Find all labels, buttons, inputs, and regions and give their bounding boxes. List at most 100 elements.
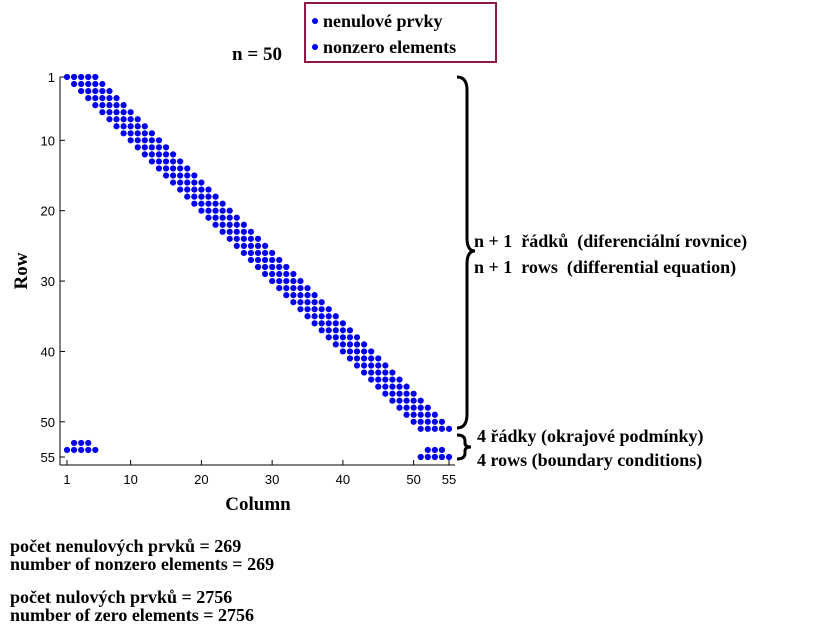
band-marker <box>424 425 431 432</box>
boundary-marker <box>70 439 78 447</box>
band-marker <box>113 116 120 123</box>
legend-box <box>304 2 497 63</box>
band-marker <box>332 334 339 341</box>
band-marker <box>162 172 170 179</box>
band-marker <box>78 87 85 95</box>
band-marker <box>261 256 269 264</box>
band-marker <box>240 221 247 228</box>
band-marker <box>431 425 438 432</box>
band-marker <box>254 256 262 264</box>
boundary-marker <box>424 453 431 461</box>
y-tick-label: 50 <box>41 415 55 430</box>
band-marker <box>361 348 368 355</box>
band-marker <box>410 390 417 397</box>
band-marker <box>269 277 276 285</box>
x-axis-label: Column <box>225 494 291 515</box>
band-marker <box>141 137 148 144</box>
band-marker <box>269 263 276 271</box>
band-marker <box>113 102 120 109</box>
band-marker <box>106 116 113 123</box>
band-marker <box>332 341 339 348</box>
band-marker <box>148 137 155 144</box>
band-marker <box>184 172 191 179</box>
band-marker <box>191 193 198 200</box>
band-marker <box>212 207 219 214</box>
band-marker <box>410 404 417 411</box>
band-marker <box>346 355 354 362</box>
band-marker <box>368 348 375 355</box>
boundary-marker <box>70 446 78 454</box>
band-marker <box>205 207 212 214</box>
band-marker <box>276 256 283 264</box>
band-marker <box>191 179 198 186</box>
boundary-marker <box>417 453 424 461</box>
band-marker <box>212 200 219 207</box>
band-marker <box>318 320 325 327</box>
band-marker <box>254 263 262 271</box>
band-marker <box>177 172 184 179</box>
band-marker <box>233 214 240 221</box>
boundary-marker <box>85 446 92 454</box>
band-marker <box>276 285 283 292</box>
interior-rows-label-cz: n + 1 řádků (diferenciální rovnice) <box>474 231 747 252</box>
band-marker <box>290 270 297 278</box>
band-marker <box>198 200 205 207</box>
band-marker <box>311 306 318 313</box>
band-marker <box>148 144 155 151</box>
band-marker <box>85 80 92 88</box>
band-marker <box>106 95 113 102</box>
y-axis-label: Row <box>11 252 32 289</box>
x-tick-label: 10 <box>123 472 137 487</box>
band-marker <box>177 179 184 186</box>
band-marker <box>396 397 403 404</box>
band-marker <box>325 327 332 334</box>
band-marker <box>184 179 191 186</box>
brace-boundary <box>456 433 472 461</box>
band-marker <box>155 144 163 151</box>
boundary-marker <box>92 446 99 454</box>
band-marker <box>177 186 184 193</box>
y-tick-label: 20 <box>41 204 55 219</box>
band-marker <box>219 228 226 235</box>
band-marker <box>99 109 106 116</box>
band-marker <box>205 186 212 193</box>
band-marker <box>198 193 205 200</box>
band-marker <box>375 355 382 362</box>
band-marker <box>318 327 325 334</box>
band-marker <box>290 299 297 306</box>
band-marker <box>403 390 410 397</box>
boundary-marker <box>63 446 71 454</box>
band-marker <box>254 235 262 242</box>
band-marker <box>346 334 354 341</box>
x-tick-label: 1 <box>63 472 70 487</box>
legend: nenulové prvky nonzero elements <box>304 2 497 63</box>
band-marker <box>389 390 396 397</box>
band-marker <box>368 355 375 362</box>
boundary-marker <box>438 453 446 461</box>
band-marker <box>325 320 332 327</box>
band-marker <box>148 151 155 158</box>
boundary-marker <box>445 453 453 461</box>
band-marker <box>191 200 198 207</box>
band-marker <box>304 299 311 306</box>
band-marker <box>170 172 177 179</box>
band-marker <box>389 369 396 376</box>
band-marker <box>99 102 106 109</box>
band-marker <box>396 383 403 390</box>
boundary-marker <box>424 446 431 454</box>
band-marker <box>361 362 368 369</box>
band-marker <box>155 137 163 144</box>
band-marker <box>269 270 276 278</box>
band-marker <box>353 341 361 348</box>
band-marker <box>304 285 311 292</box>
y-tick-label: 40 <box>41 344 55 359</box>
band-marker <box>212 193 219 200</box>
band-marker <box>382 390 389 397</box>
band-marker <box>120 102 127 109</box>
band-marker <box>311 313 318 320</box>
band-marker <box>304 313 311 320</box>
band-marker <box>332 327 339 334</box>
band-marker <box>375 383 382 390</box>
band-marker <box>191 186 198 193</box>
band-marker <box>297 285 304 292</box>
